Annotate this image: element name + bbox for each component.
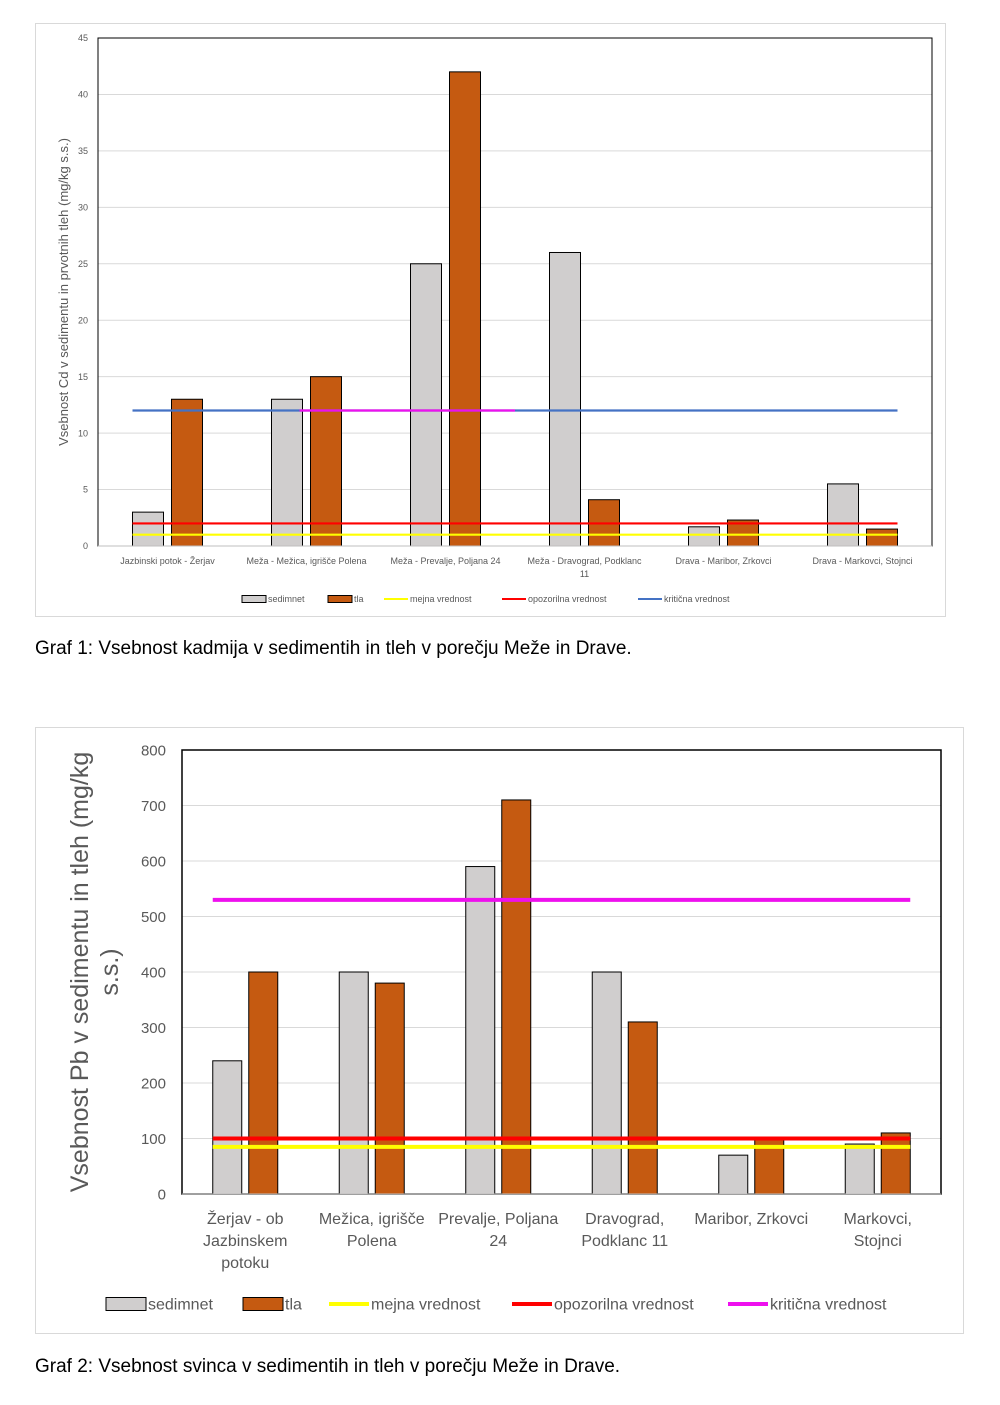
y-tick-label: 30: [78, 202, 88, 212]
y-tick-label: 100: [141, 1131, 166, 1148]
chart-lead-svg: 0 100 200 300 400 500 600 700 800 Žerjav - ob Jazb…: [66, 742, 942, 1314]
chart-cadmium: 0 5 10 15 20 25 30 35 40 45 Jazbinski potok - Žerj…: [35, 23, 946, 617]
legend-label: mejna vrednost: [410, 594, 472, 604]
category-label: Drava - Maribor, Zrkovci: [675, 556, 771, 566]
bar-tla: [501, 799, 532, 1195]
bar-tla: [627, 1021, 658, 1195]
bar-sedimnet: [132, 511, 164, 547]
category-label: Mežica, igrišče: [319, 1211, 425, 1228]
category-label: Maribor, Zrkovci: [694, 1211, 808, 1228]
y-axis-title: Vsebnost Pb v sedimentu in tleh (mg/kg: [66, 752, 94, 1193]
category-label: Žerjav - ob: [207, 1209, 284, 1228]
caption-graf-2: Graf 2: Vsebnost svinca v sedimentih in …: [35, 1356, 621, 1377]
legend-swatch-tla: [242, 1297, 284, 1311]
y-tick-label: 0: [158, 1186, 166, 1203]
bar-sedimnet: [591, 971, 622, 1195]
category-label: Meža - Mežica, igrišče Polena: [246, 556, 366, 566]
bar-sedimnet: [844, 1143, 875, 1195]
category-label: Polena: [347, 1233, 397, 1250]
bar-sedimnet: [688, 526, 720, 547]
bar-tla: [449, 71, 481, 547]
bar-tla: [880, 1132, 911, 1195]
legend-label: opozorilna vrednost: [528, 594, 607, 604]
bar-sedimnet: [718, 1154, 749, 1195]
category-label: Dravograd,: [585, 1211, 664, 1228]
legend-label: mejna vrednost: [371, 1297, 481, 1314]
y-tick-label: 45: [78, 33, 88, 43]
legend-label: tla: [354, 594, 364, 604]
bar-sedimnet: [827, 483, 859, 547]
category-label: Meža - Dravograd, Podklanc: [527, 556, 642, 566]
bar-sedimnet: [271, 398, 303, 547]
legend-label: sedimnet: [268, 594, 305, 604]
y-tick-label: 800: [141, 742, 166, 759]
legend-label: tla: [285, 1297, 302, 1314]
y-axis-title: s.s.): [96, 948, 124, 995]
caption-graf-1: Graf 1: Vsebnost kadmija v sedimentih in…: [35, 638, 632, 659]
y-tick-label: 20: [78, 315, 88, 325]
chart-cadmium-svg: 0 5 10 15 20 25 30 35 40 45 Jazbinski potok - Žerj…: [56, 33, 933, 604]
y-tick-label: 15: [78, 372, 88, 382]
bar-sedimnet: [338, 971, 369, 1195]
y-tick-label: 600: [141, 853, 166, 870]
bar-sedimnet: [212, 1060, 243, 1195]
category-label: Stojnci: [854, 1233, 902, 1250]
bar-sedimnet: [549, 251, 581, 547]
y-tick-label: 10: [78, 428, 88, 438]
category-label: Prevalje, Poljana: [438, 1211, 558, 1228]
y-tick-label: 0: [83, 541, 88, 551]
y-tick-label: 40: [78, 90, 88, 100]
legend-label: opozorilna vrednost: [554, 1297, 694, 1314]
category-label: potoku: [221, 1255, 269, 1272]
category-label: Markovci,: [844, 1211, 912, 1228]
category-label: Meža - Prevalje, Poljana 24: [390, 556, 500, 566]
plot-area-border: [97, 37, 933, 547]
legend-swatch-tla: [327, 595, 353, 603]
y-tick-label: 300: [141, 1020, 166, 1037]
bar-tla: [310, 376, 342, 547]
category-label: Drava - Markovci, Stojnci: [812, 556, 912, 566]
category-label: Podklanc 11: [581, 1233, 668, 1250]
bar-tla: [248, 971, 279, 1195]
legend-label: kritična vrednost: [770, 1297, 887, 1314]
y-tick-label: 700: [141, 798, 166, 815]
y-tick-label: 35: [78, 146, 88, 156]
bar-tla: [866, 528, 898, 547]
category-label: 11: [580, 569, 589, 579]
legend-label: sedimnet: [148, 1297, 213, 1314]
category-label: 24: [489, 1233, 507, 1250]
category-label: Jazbinski potok - Žerjav: [120, 556, 215, 566]
y-tick-label: 5: [83, 485, 88, 495]
legend-swatch-sedimnet: [241, 595, 267, 603]
y-tick-label: 400: [141, 964, 166, 981]
y-tick-label: 200: [141, 1075, 166, 1092]
y-axis-title: Vsebnost Cd v sedimentu in prvotnih tleh…: [56, 138, 71, 446]
legend-swatch-sedimnet: [105, 1297, 147, 1311]
y-tick-label: 500: [141, 909, 166, 926]
chart-lead: 0 100 200 300 400 500 600 700 800 Žerjav - ob Jazb…: [35, 727, 964, 1334]
category-label: Jazbinskem: [203, 1233, 287, 1250]
bar-sedimnet: [410, 263, 442, 547]
legend-label: kritična vrednost: [664, 594, 730, 604]
bar-tla: [374, 982, 405, 1195]
y-tick-label: 25: [78, 259, 88, 269]
